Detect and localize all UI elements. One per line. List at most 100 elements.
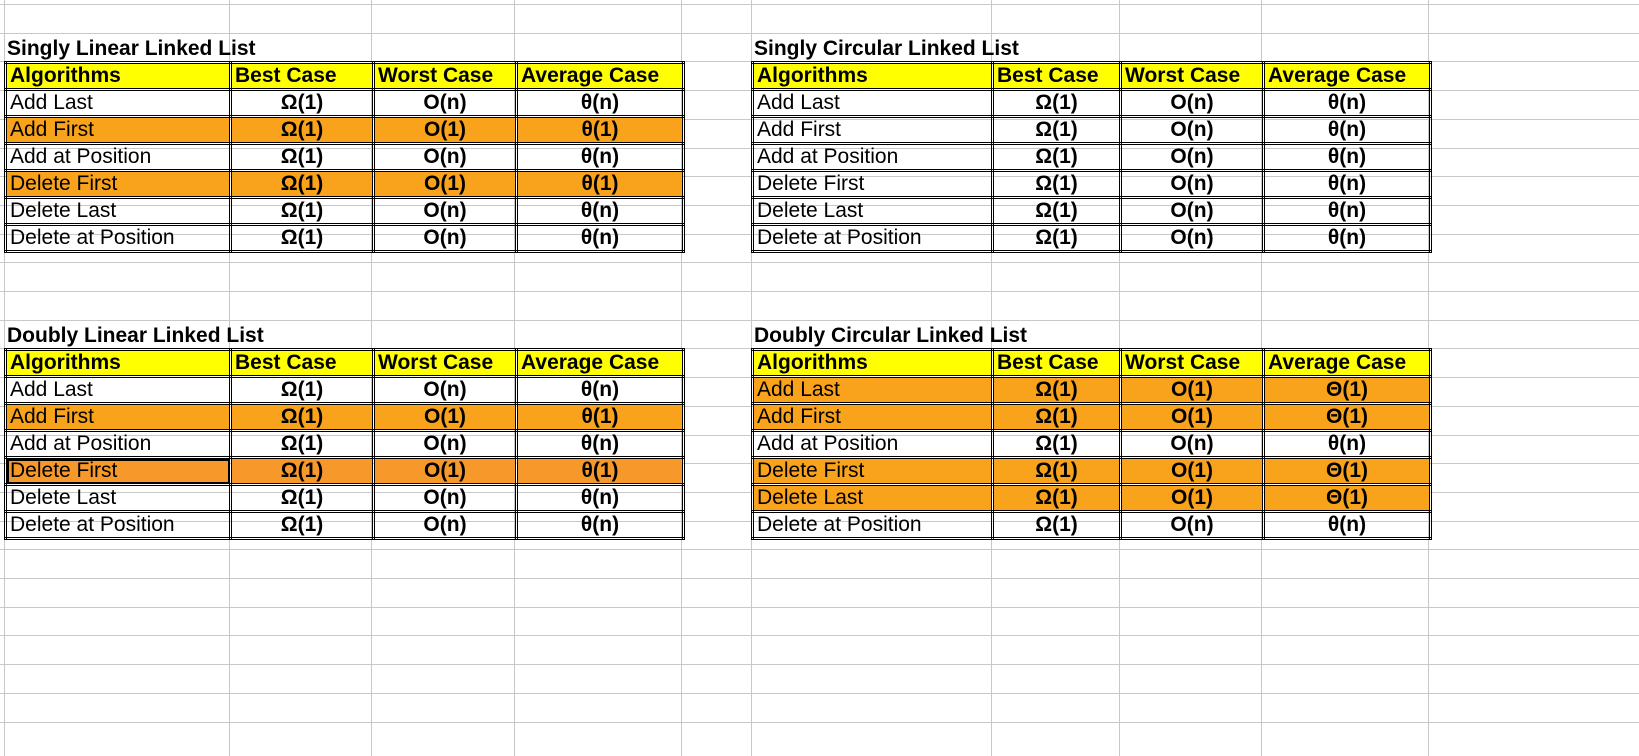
best-case-cell[interactable]: Ω(1) [229,456,375,486]
best-case-cell[interactable]: Ω(1) [229,142,375,172]
worst-case-cell[interactable]: O(1) [1119,483,1265,513]
algorithm-cell[interactable]: Add First [751,115,994,145]
header-cell[interactable]: Algorithms [751,348,994,378]
block-title-singly-linear[interactable]: Singly Linear Linked List [7,37,256,60]
best-case-cell[interactable]: Ω(1) [229,483,375,513]
average-case-cell[interactable]: Θ(1) [1262,456,1432,486]
best-case-cell[interactable]: Ω(1) [229,429,375,459]
worst-case-cell[interactable]: O(1) [372,456,518,486]
best-case-cell[interactable]: Ω(1) [991,196,1122,226]
algorithm-cell[interactable]: Delete at Position [4,223,232,253]
average-case-cell[interactable]: θ(n) [1262,510,1432,540]
header-cell[interactable]: Algorithms [4,61,232,91]
best-case-cell[interactable]: Ω(1) [229,510,375,540]
average-case-cell[interactable]: θ(n) [1262,115,1432,145]
worst-case-cell[interactable]: O(n) [1119,88,1265,118]
header-cell[interactable]: Average Case [515,61,685,91]
algorithm-cell[interactable]: Delete First [751,456,994,486]
algorithm-cell[interactable]: Add at Position [4,142,232,172]
worst-case-cell[interactable]: O(1) [372,115,518,145]
algorithm-cell[interactable]: Delete First [4,169,232,199]
header-cell[interactable]: Algorithms [4,348,232,378]
best-case-cell[interactable]: Ω(1) [991,223,1122,253]
algorithm-cell[interactable]: Delete First [751,169,994,199]
worst-case-cell[interactable]: O(n) [372,375,518,405]
worst-case-cell[interactable]: O(n) [1119,142,1265,172]
algorithm-cell[interactable]: Add at Position [751,142,994,172]
average-case-cell[interactable]: θ(n) [1262,429,1432,459]
best-case-cell[interactable]: Ω(1) [991,510,1122,540]
best-case-cell[interactable]: Ω(1) [229,88,375,118]
worst-case-cell[interactable]: O(n) [372,223,518,253]
best-case-cell[interactable]: Ω(1) [991,375,1122,405]
average-case-cell[interactable]: θ(1) [515,115,685,145]
header-cell[interactable]: Worst Case [1119,348,1265,378]
average-case-cell[interactable]: θ(n) [1262,88,1432,118]
worst-case-cell[interactable]: O(n) [1119,510,1265,540]
header-cell[interactable]: Best Case [991,348,1122,378]
algorithm-cell[interactable]: Delete at Position [4,510,232,540]
worst-case-cell[interactable]: O(1) [1119,375,1265,405]
worst-case-cell[interactable]: O(n) [372,429,518,459]
worst-case-cell[interactable]: O(n) [1119,429,1265,459]
worst-case-cell[interactable]: O(1) [1119,402,1265,432]
algorithm-cell[interactable]: Add First [4,115,232,145]
average-case-cell[interactable]: θ(1) [515,169,685,199]
algorithm-cell[interactable]: Delete Last [4,196,232,226]
algorithm-cell[interactable]: Add Last [4,88,232,118]
average-case-cell[interactable]: Θ(1) [1262,375,1432,405]
average-case-cell[interactable]: θ(1) [515,402,685,432]
best-case-cell[interactable]: Ω(1) [991,456,1122,486]
header-cell[interactable]: Average Case [1262,348,1432,378]
worst-case-cell[interactable]: O(n) [372,196,518,226]
algorithm-cell[interactable]: Add at Position [751,429,994,459]
average-case-cell[interactable]: θ(n) [515,142,685,172]
header-cell[interactable]: Best Case [229,61,375,91]
worst-case-cell[interactable]: O(n) [372,88,518,118]
best-case-cell[interactable]: Ω(1) [229,196,375,226]
best-case-cell[interactable]: Ω(1) [229,169,375,199]
average-case-cell[interactable]: θ(n) [515,429,685,459]
best-case-cell[interactable]: Ω(1) [991,429,1122,459]
average-case-cell[interactable]: θ(n) [515,196,685,226]
worst-case-cell[interactable]: O(n) [1119,196,1265,226]
algorithm-cell[interactable]: Add Last [4,375,232,405]
block-title-singly-circular[interactable]: Singly Circular Linked List [754,37,1019,60]
best-case-cell[interactable]: Ω(1) [229,223,375,253]
average-case-cell[interactable]: θ(n) [515,510,685,540]
block-title-doubly-linear[interactable]: Doubly Linear Linked List [7,324,264,347]
worst-case-cell[interactable]: O(n) [372,483,518,513]
best-case-cell[interactable]: Ω(1) [229,115,375,145]
average-case-cell[interactable]: θ(n) [1262,196,1432,226]
algorithm-cell[interactable]: Add First [751,402,994,432]
header-cell[interactable]: Average Case [515,348,685,378]
header-cell[interactable]: Worst Case [372,348,518,378]
block-title-doubly-circular[interactable]: Doubly Circular Linked List [754,324,1028,347]
worst-case-cell[interactable]: O(1) [1119,456,1265,486]
header-cell[interactable]: Best Case [229,348,375,378]
header-cell[interactable]: Average Case [1262,61,1432,91]
algorithm-cell[interactable]: Delete Last [751,196,994,226]
average-case-cell[interactable]: θ(n) [515,88,685,118]
average-case-cell[interactable]: θ(1) [515,456,685,486]
best-case-cell[interactable]: Ω(1) [991,115,1122,145]
average-case-cell[interactable]: θ(n) [515,375,685,405]
worst-case-cell[interactable]: O(n) [372,510,518,540]
best-case-cell[interactable]: Ω(1) [229,402,375,432]
header-cell[interactable]: Worst Case [372,61,518,91]
average-case-cell[interactable]: θ(n) [1262,169,1432,199]
best-case-cell[interactable]: Ω(1) [991,88,1122,118]
average-case-cell[interactable]: θ(n) [1262,142,1432,172]
best-case-cell[interactable]: Ω(1) [229,375,375,405]
average-case-cell[interactable]: θ(n) [515,223,685,253]
worst-case-cell[interactable]: O(1) [372,402,518,432]
algorithm-cell[interactable]: Add First [4,402,232,432]
algorithm-cell[interactable]: Add Last [751,375,994,405]
algorithm-cell[interactable]: Delete First [4,456,232,486]
worst-case-cell[interactable]: O(n) [1119,169,1265,199]
best-case-cell[interactable]: Ω(1) [991,142,1122,172]
algorithm-cell[interactable]: Delete Last [4,483,232,513]
average-case-cell[interactable]: Θ(1) [1262,402,1432,432]
best-case-cell[interactable]: Ω(1) [991,402,1122,432]
worst-case-cell[interactable]: O(n) [372,142,518,172]
